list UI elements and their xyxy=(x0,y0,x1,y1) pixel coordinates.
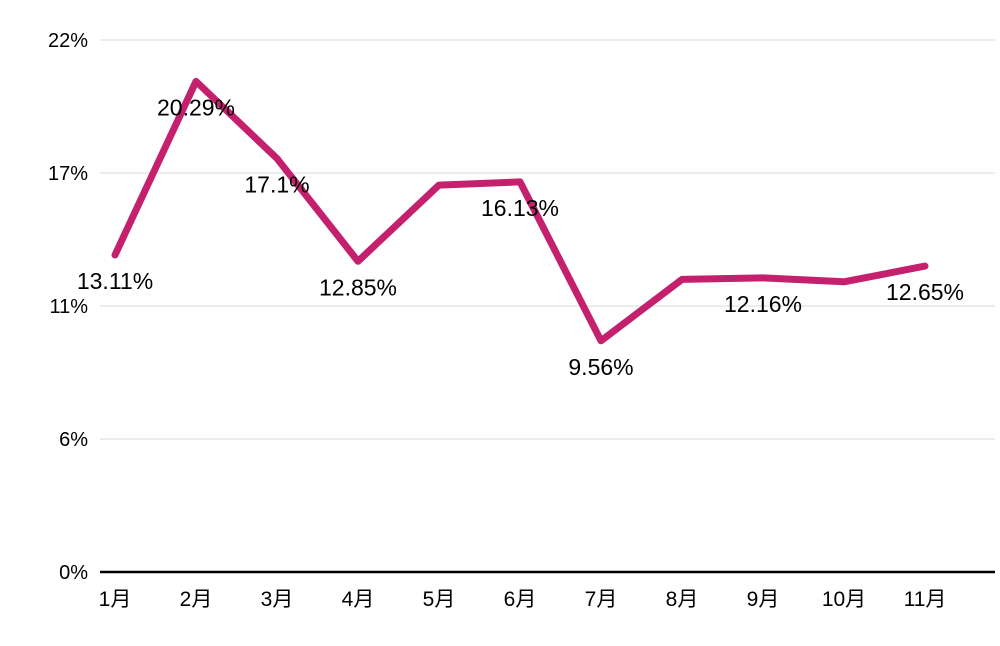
series-line xyxy=(111,77,929,345)
x-axis-category-label: 10月 xyxy=(822,588,866,611)
y-axis-tick-label: 17% xyxy=(48,163,88,185)
data-label: 12.16% xyxy=(724,291,802,317)
y-axis-tick-label: 11% xyxy=(49,296,88,318)
data-label: 20.29% xyxy=(157,94,235,120)
x-axis-category-label: 7月 xyxy=(585,588,618,611)
y-axis-tick-label: 22% xyxy=(48,30,88,52)
x-axis-category-label: 2月 xyxy=(180,588,213,611)
x-axis-category-label: 3月 xyxy=(261,588,294,611)
y-axis-tick-label: 0% xyxy=(59,562,88,584)
y-axis-tick-label: 6% xyxy=(59,429,88,451)
data-label: 16.13% xyxy=(481,195,559,221)
x-axis-category-label: 9月 xyxy=(747,588,780,611)
data-label: 12.85% xyxy=(319,274,397,300)
x-axis-category-label: 4月 xyxy=(342,588,375,611)
data-label: 13.11% xyxy=(77,268,153,294)
x-axis-category-label: 1月 xyxy=(99,588,132,611)
x-axis-category-label: 11月 xyxy=(904,588,947,611)
data-label: 9.56% xyxy=(568,354,633,380)
x-axis-category-label: 5月 xyxy=(423,588,456,611)
data-label: 12.65% xyxy=(886,279,964,305)
x-axis-category-label: 6月 xyxy=(504,588,537,611)
data-label: 17.1% xyxy=(244,171,309,197)
x-axis-category-label: 8月 xyxy=(666,588,699,611)
